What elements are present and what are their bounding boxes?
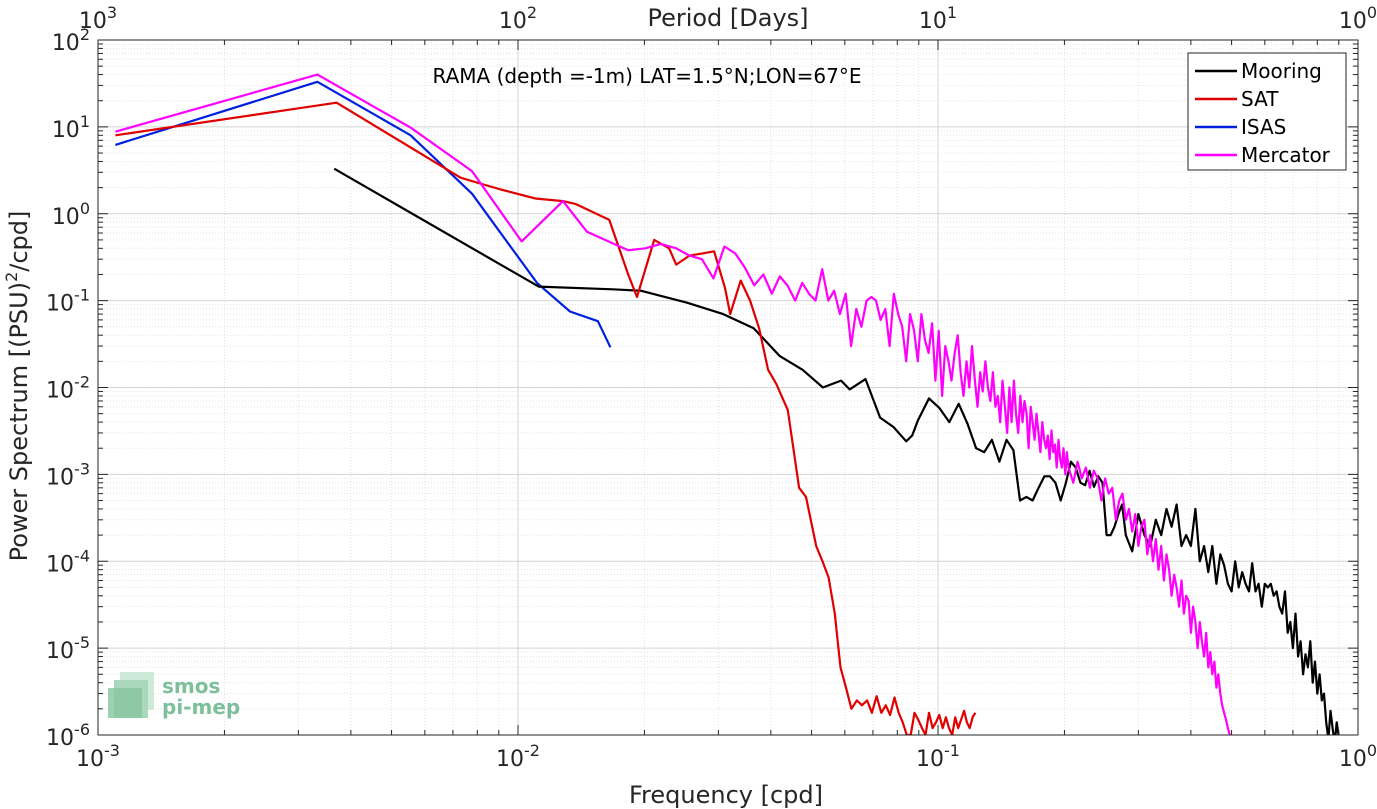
top-tick-label: 103 <box>79 3 117 34</box>
logo-text-pi-mep: pi-mep <box>162 695 240 719</box>
series-line-isas <box>115 80 612 348</box>
y-tick-label: 10-6 <box>46 720 90 751</box>
chart-title: RAMA (depth =-1m) LAT=1.5°N;LON=67°E <box>433 64 862 88</box>
legend-label-sat: SAT <box>1241 87 1279 111</box>
y-axis-title-tail: /cpd] <box>5 211 33 272</box>
x-tick-label: 100 <box>1339 741 1377 772</box>
y-axis-title: Power Spectrum [(PSU)2/cpd] <box>2 211 33 562</box>
series-line-mercator <box>115 73 1232 735</box>
y-tick-label: 10-2 <box>46 373 90 404</box>
series-line-mooring <box>333 167 1340 735</box>
legend-box <box>1187 52 1347 171</box>
series-layer <box>115 73 1340 735</box>
y-tick-label: 10-3 <box>46 459 90 490</box>
x-tick-label: 10-2 <box>496 741 540 772</box>
minor-grid <box>98 40 1358 735</box>
logo: smos pi-mep <box>108 672 240 719</box>
legend-label-mercator: Mercator <box>1241 143 1331 167</box>
logo-mark <box>108 672 154 718</box>
y-tick-labels: 10-6 10-5 10-4 10-3 10-2 10-1 100 101 102 <box>46 25 90 751</box>
x-tick-label: 10-3 <box>76 741 120 772</box>
top-tick-label: 101 <box>919 3 957 34</box>
y-axis-title-sup: 2 <box>2 272 21 282</box>
axis-ticks <box>97 39 1359 736</box>
legend: Mooring SAT ISAS Mercator <box>1187 52 1347 171</box>
x-tick-labels: 10-3 10-2 10-1 100 <box>76 741 1377 772</box>
top-tick-label: 102 <box>499 3 537 34</box>
y-tick-label: 102 <box>52 25 90 56</box>
y-tick-label: 100 <box>52 199 90 230</box>
top-axis-title: Period [Days] <box>647 4 808 32</box>
top-tick-label: 100 <box>1339 3 1377 34</box>
series-line-sat <box>115 101 977 735</box>
logo-text-smos: smos <box>162 674 220 698</box>
y-tick-label: 10-1 <box>46 286 90 317</box>
x-tick-label: 10-1 <box>916 741 960 772</box>
y-axis-title-base: Power Spectrum [(PSU) <box>5 282 33 561</box>
y-tick-label: 10-5 <box>46 633 90 664</box>
x-axis-title: Frequency [cpd] <box>629 781 823 809</box>
y-tick-label: 10-4 <box>46 546 90 577</box>
y-tick-label: 101 <box>52 112 90 143</box>
top-tick-labels: 103 102 101 100 <box>79 3 1377 34</box>
legend-label-isas: ISAS <box>1241 115 1286 139</box>
legend-label-mooring: Mooring <box>1241 59 1322 83</box>
